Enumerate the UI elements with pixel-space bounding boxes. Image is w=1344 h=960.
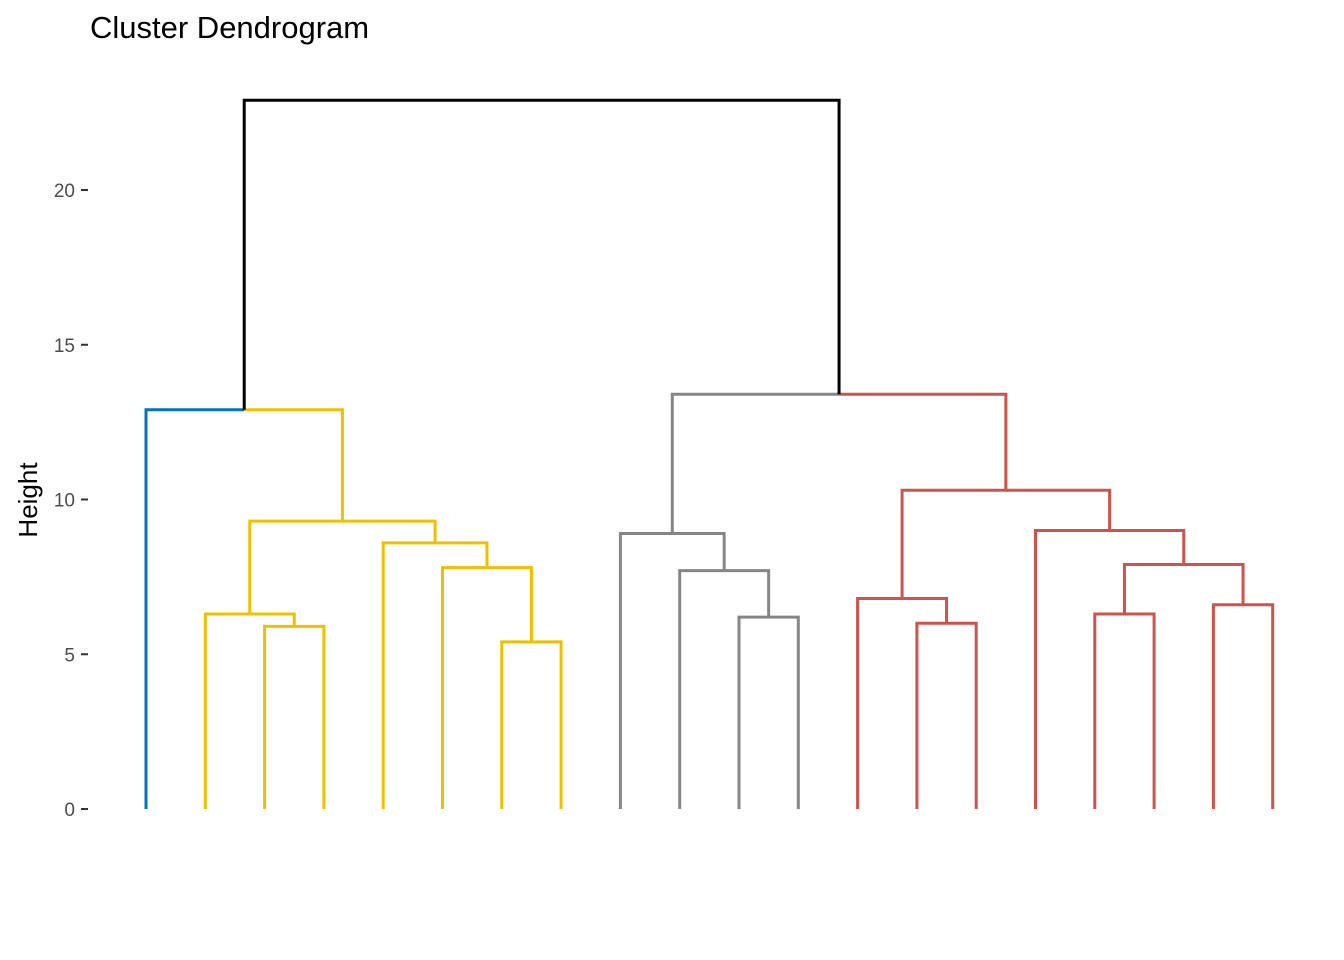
dendrogram-link bbox=[1093, 612, 1156, 809]
y-tick-label: 10 bbox=[54, 491, 75, 512]
dendrogram-link bbox=[242, 98, 841, 410]
dendrogram-link bbox=[1034, 528, 1186, 809]
y-tick-label: 0 bbox=[64, 800, 75, 821]
y-axis: 0 5 10 15 20 bbox=[54, 181, 88, 821]
dendrogram-link bbox=[678, 569, 771, 809]
dendrogram-link bbox=[670, 392, 840, 534]
dendrogram-link bbox=[915, 621, 978, 809]
dendrogram-link bbox=[441, 566, 533, 809]
dendrogram-link bbox=[839, 392, 1008, 491]
y-tick-label: 15 bbox=[54, 336, 75, 357]
dendrogram-link bbox=[737, 615, 800, 809]
dendrogram-link bbox=[500, 640, 563, 809]
y-axis-title: Height bbox=[13, 462, 43, 538]
dendrogram-links bbox=[144, 98, 1275, 809]
dendrogram-link bbox=[144, 408, 245, 809]
dendrogram-link bbox=[248, 519, 437, 615]
dendrogram-link bbox=[263, 624, 326, 809]
y-tick-label: 20 bbox=[54, 181, 75, 202]
dendrogram-link bbox=[900, 488, 1112, 599]
dendrogram-link bbox=[1122, 562, 1245, 615]
dendrogram-link bbox=[203, 612, 296, 809]
dendrogram-link bbox=[244, 408, 344, 522]
dendrogram-link bbox=[856, 597, 949, 809]
y-tick-label: 5 bbox=[64, 645, 75, 666]
chart-title: Cluster Dendrogram bbox=[90, 10, 370, 45]
dendrogram-link bbox=[618, 532, 726, 809]
dendrogram-link bbox=[1211, 603, 1275, 809]
dendrogram-link bbox=[381, 541, 489, 809]
